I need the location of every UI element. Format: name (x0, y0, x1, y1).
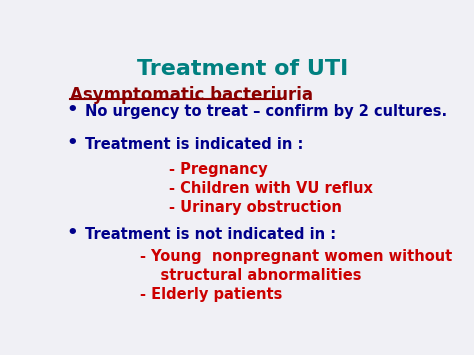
Text: - Elderly patients: - Elderly patients (140, 287, 283, 302)
Text: - Young  nonpregnant women without: - Young nonpregnant women without (140, 249, 452, 264)
Text: Treatment of UTI: Treatment of UTI (137, 59, 348, 79)
Text: structural abnormalities: structural abnormalities (140, 268, 362, 283)
Text: •: • (66, 134, 78, 152)
Text: - Children with VU reflux: - Children with VU reflux (169, 181, 374, 196)
Text: - Pregnancy: - Pregnancy (169, 162, 268, 176)
Text: Treatment is indicated in :: Treatment is indicated in : (85, 137, 303, 152)
Text: Treatment is not indicated in :: Treatment is not indicated in : (85, 227, 336, 242)
Text: Asymptomatic bacteriuria: Asymptomatic bacteriuria (70, 86, 313, 104)
Text: •: • (66, 101, 78, 119)
Text: •: • (66, 224, 78, 242)
Text: No urgency to treat – confirm by 2 cultures.: No urgency to treat – confirm by 2 cultu… (85, 104, 447, 119)
Text: - Urinary obstruction: - Urinary obstruction (169, 200, 342, 215)
